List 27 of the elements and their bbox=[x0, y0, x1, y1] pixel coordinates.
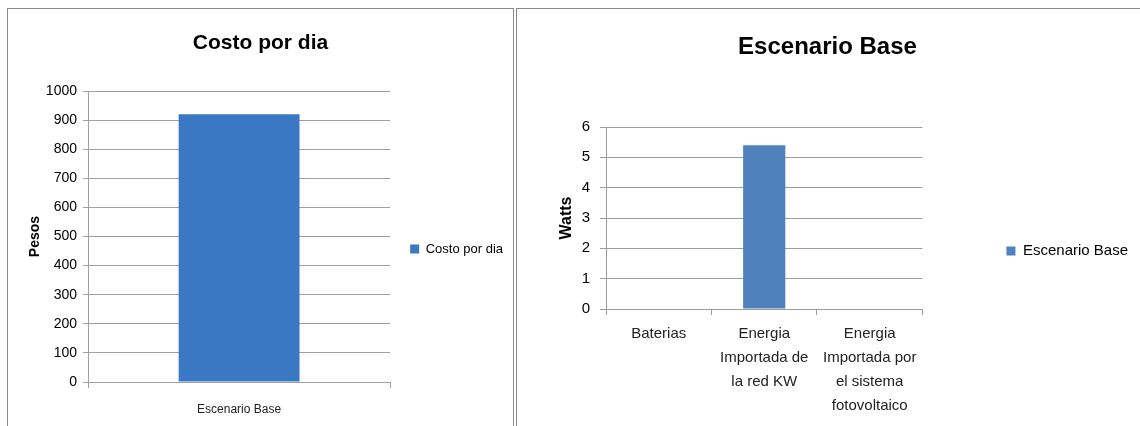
y-tick-label: 5 bbox=[581, 147, 590, 165]
y-tick-label: 0 bbox=[581, 299, 590, 317]
y-tick-label: 600 bbox=[53, 198, 78, 215]
y-tick-label: 2 bbox=[581, 238, 590, 256]
y-tick-label: 300 bbox=[53, 285, 78, 302]
y-tick-label: 3 bbox=[581, 208, 590, 226]
x-tick-label: Baterias bbox=[631, 324, 687, 342]
legend-label: Escenario Base bbox=[1022, 241, 1128, 259]
y-tick-label: 500 bbox=[53, 227, 78, 244]
y-axis-title: Watts bbox=[557, 196, 575, 240]
x-tick-label: Energia Importada por el sistema fotovoltaico bbox=[823, 324, 917, 414]
x-tick-label: Energia Importada de la red KW bbox=[720, 324, 809, 390]
chart-title: Costo por dia bbox=[192, 30, 329, 54]
y-tick-label: 1000 bbox=[45, 81, 78, 98]
y-tick-label: 6 bbox=[581, 117, 590, 135]
y-tick-label: 4 bbox=[581, 177, 590, 195]
y-tick-label: 1 bbox=[581, 268, 590, 286]
y-tick-label: 800 bbox=[53, 140, 78, 157]
y-tick-label: 400 bbox=[53, 256, 78, 273]
y-tick-label: 700 bbox=[53, 169, 78, 186]
chart-title: Escenario Base bbox=[738, 32, 917, 60]
y-tick-label: 100 bbox=[53, 343, 78, 360]
y-axis-title: Pesos bbox=[25, 215, 42, 258]
legend-label: Costo por dia bbox=[425, 240, 504, 256]
y-tick-label: 200 bbox=[53, 314, 78, 331]
y-tick-label: 900 bbox=[53, 110, 78, 127]
y-tick-label: 0 bbox=[69, 372, 78, 389]
